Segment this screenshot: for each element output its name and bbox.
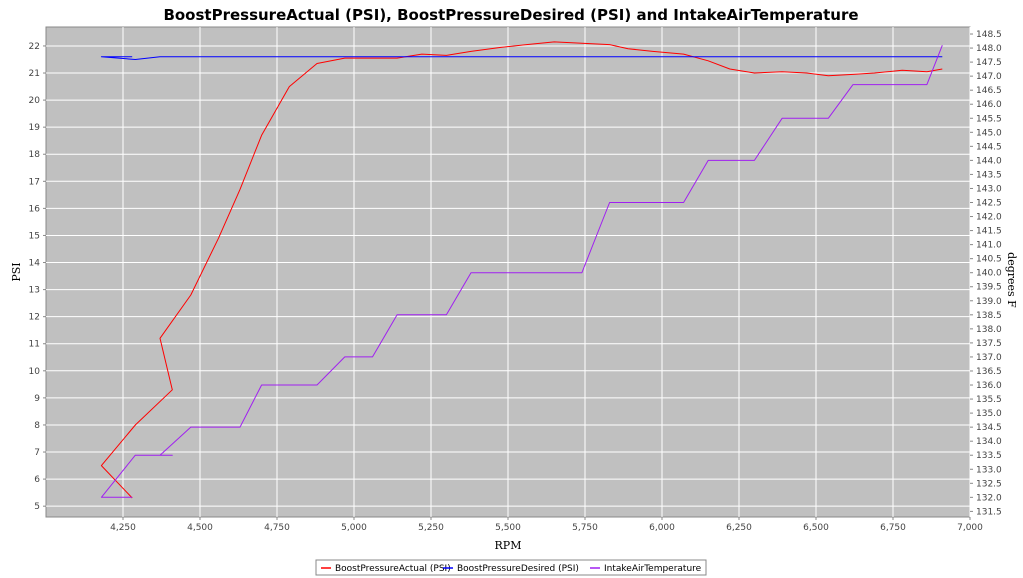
legend: BoostPressureActual (PSI) BoostPressureDe… xyxy=(315,559,707,576)
y-tick-label: 19 xyxy=(29,123,41,133)
y-tick-label: 11 xyxy=(29,340,40,350)
y-tick-label: 16 xyxy=(29,204,41,214)
y-right-tick-label: 147.5 xyxy=(976,58,1002,68)
y-right-tick-label: 146.5 xyxy=(976,86,1002,96)
y-right-tick-label: 135.5 xyxy=(976,395,1002,405)
x-tick-label: 6,000 xyxy=(649,523,675,533)
x-axis-label: RPM xyxy=(495,539,522,552)
legend-item-label: IntakeAirTemperature xyxy=(604,564,702,574)
y-right-tick-label: 135.0 xyxy=(976,409,1002,419)
y-right-tick-label: 148.0 xyxy=(976,44,1002,54)
y-right-tick-label: 137.5 xyxy=(976,339,1002,349)
y-tick-label: 20 xyxy=(29,96,41,106)
x-tick-label: 6,750 xyxy=(880,523,906,533)
series-line-2 xyxy=(100,56,943,60)
y-tick-label: 14 xyxy=(29,259,41,269)
chart-title: BoostPressureActual (PSI), BoostPressure… xyxy=(163,6,858,24)
y-right-tick-label: 131.5 xyxy=(976,507,1002,517)
y-tick-label: 17 xyxy=(29,177,40,187)
x-tick-label: 4,500 xyxy=(187,523,213,533)
x-tick-label: 5,500 xyxy=(495,523,521,533)
x-tick-label: 4,750 xyxy=(264,523,290,533)
y-right-tick-label: 134.5 xyxy=(976,423,1002,433)
y-tick-label: 5 xyxy=(34,502,40,512)
y-tick-label: 7 xyxy=(34,448,40,458)
y-tick-label: 13 xyxy=(29,286,40,296)
y-right-tick-label: 138.5 xyxy=(976,311,1002,321)
x-tick-label: 6,250 xyxy=(726,523,752,533)
y-tick-label: 22 xyxy=(29,42,40,52)
y-right-tick-label: 138.0 xyxy=(976,325,1002,335)
y-right-tick-label: 137.0 xyxy=(976,353,1002,363)
y-tick-label: 8 xyxy=(34,421,40,431)
grid-lines xyxy=(46,27,971,517)
y-axis-ticks: 5 6 7 8 9 10 11 12 13 14 15 16 17 18 19 20 21 22 xyxy=(29,42,46,512)
y-tick-label: 12 xyxy=(29,313,40,323)
x-tick-label: 5,000 xyxy=(341,523,367,533)
y-right-tick-label: 134.0 xyxy=(976,437,1002,447)
y-tick-label: 9 xyxy=(34,394,40,404)
series-layer xyxy=(100,41,943,499)
y-tick-label: 6 xyxy=(34,475,40,485)
series-line-1 xyxy=(100,41,943,499)
y-axis-label: PSI xyxy=(10,262,23,281)
y-right-tick-label: 140.5 xyxy=(976,255,1002,265)
series-line-3 xyxy=(100,45,943,498)
y-right-tick-label: 132.0 xyxy=(976,493,1002,503)
y-right-tick-label: 141.0 xyxy=(976,241,1002,251)
y-right-tick-label: 142.0 xyxy=(976,213,1002,223)
y-right-tick-label: 139.5 xyxy=(976,283,1002,293)
y-right-tick-label: 133.5 xyxy=(976,451,1002,461)
y-right-tick-label: 144.0 xyxy=(976,156,1002,166)
y-tick-label: 10 xyxy=(29,367,41,377)
y-right-tick-label: 136.0 xyxy=(976,381,1002,391)
legend-box xyxy=(315,559,707,576)
y-axis-right-label: degrees F xyxy=(1005,252,1018,308)
y-tick-label: 15 xyxy=(29,231,40,241)
y-right-tick-label: 144.5 xyxy=(976,142,1002,152)
legend-item-label: BoostPressureDesired (PSI) xyxy=(457,564,579,574)
y-right-tick-label: 142.5 xyxy=(976,199,1002,209)
y-axis-right-ticks: 131.5 132.0 132.5 133.0 133.5 134.0 134.5 135.0… xyxy=(970,30,1002,517)
y-tick-label: 21 xyxy=(29,69,40,79)
x-tick-label: 5,250 xyxy=(418,523,444,533)
y-right-tick-label: 140.0 xyxy=(976,269,1002,279)
x-tick-label: 7,000 xyxy=(957,523,983,533)
y-right-tick-label: 133.0 xyxy=(976,465,1002,475)
y-tick-label: 18 xyxy=(29,150,41,160)
x-axis-ticks: 4,250 4,500 4,750 5,000 5,250 5,500 5,750 6,000… xyxy=(110,517,983,533)
y-right-tick-label: 143.0 xyxy=(976,184,1002,194)
x-tick-label: 6,500 xyxy=(803,523,829,533)
legend-item-label: BoostPressureActual (PSI) xyxy=(335,564,451,574)
x-tick-label: 5,750 xyxy=(572,523,598,533)
y-right-tick-label: 147.0 xyxy=(976,72,1002,82)
y-right-tick-label: 148.5 xyxy=(976,30,1002,40)
y-right-tick-label: 146.0 xyxy=(976,100,1002,110)
y-right-tick-label: 145.5 xyxy=(976,114,1002,124)
y-right-tick-label: 136.5 xyxy=(976,367,1002,377)
y-right-tick-label: 139.0 xyxy=(976,297,1002,307)
y-right-tick-label: 132.5 xyxy=(976,479,1002,489)
y-right-tick-label: 145.0 xyxy=(976,128,1002,138)
y-right-tick-label: 143.5 xyxy=(976,170,1002,180)
x-tick-label: 4,250 xyxy=(110,523,136,533)
y-right-tick-label: 141.5 xyxy=(976,227,1002,237)
